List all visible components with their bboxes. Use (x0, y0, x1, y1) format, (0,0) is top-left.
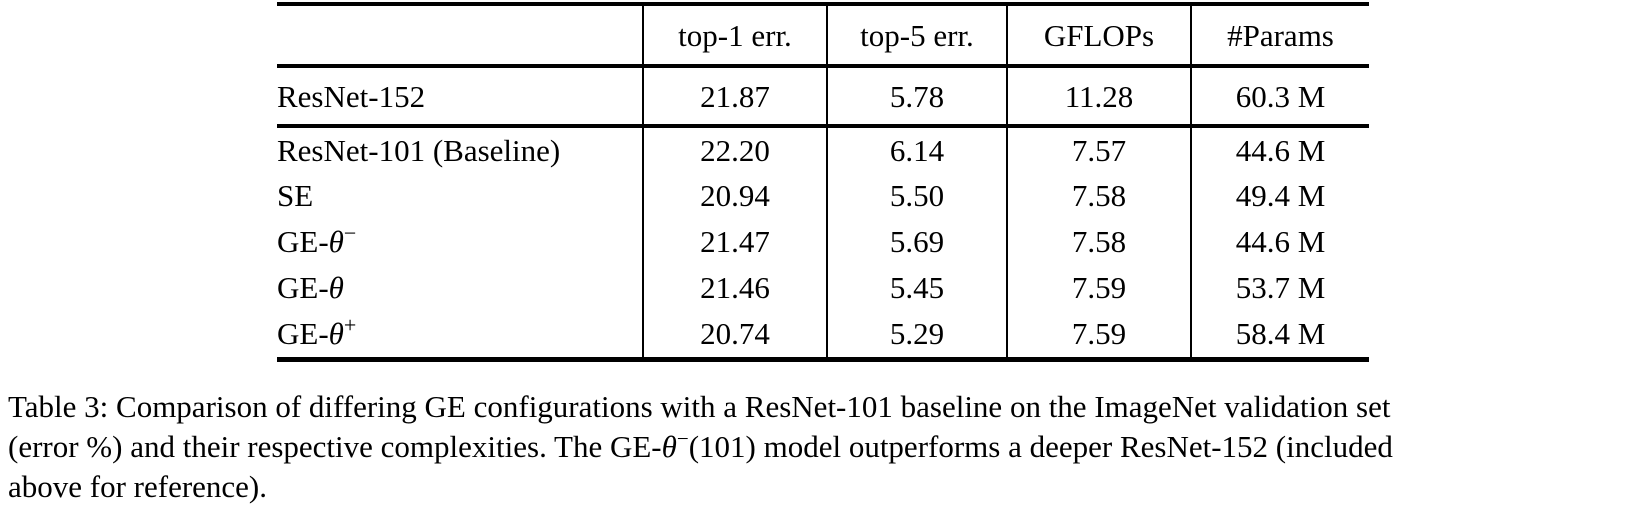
top5-cell: 5.45 (826, 264, 1007, 310)
top1-cell: 20.94 (642, 172, 827, 218)
top1-cell: 21.87 (642, 66, 827, 126)
top5-cell: 5.69 (826, 218, 1007, 264)
table-row: ResNet-101 (Baseline) 22.20 6.14 7.57 44… (277, 126, 1369, 172)
params-cell: 53.7 M (1190, 264, 1369, 310)
model-cell: ResNet-101 (Baseline) (277, 132, 561, 168)
top5-cell: 5.78 (826, 66, 1007, 126)
gflops-cell: 7.58 (1006, 218, 1191, 264)
top1-cell: 21.47 (642, 218, 827, 264)
params-cell: 60.3 M (1190, 66, 1369, 126)
caption-line-1: Table 3: Comparison of differing GE conf… (8, 388, 1391, 424)
top1-cell: 22.20 (642, 126, 827, 172)
header-top1-err: top-1 err. (642, 4, 827, 66)
model-cell: ResNet-152 (277, 78, 426, 114)
gflops-cell: 7.58 (1006, 172, 1191, 218)
params-cell: 58.4 M (1190, 310, 1369, 359)
top5-cell: 5.29 (826, 310, 1007, 359)
model-cell: SE (277, 177, 314, 213)
params-cell: 49.4 M (1190, 172, 1369, 218)
header-model (277, 4, 643, 66)
gflops-cell: 11.28 (1006, 66, 1191, 126)
results-table: top-1 err. top-5 err. GFLOPs #Params Res… (277, 2, 1369, 362)
params-cell: 44.6 M (1190, 218, 1369, 264)
table-row: SE 20.94 5.50 7.58 49.4 M (277, 172, 1369, 218)
header-params: #Params (1190, 4, 1369, 66)
table-header-row: top-1 err. top-5 err. GFLOPs #Params (277, 4, 1369, 66)
table-row: GE-θ+ 20.74 5.29 7.59 58.4 M (277, 310, 1369, 359)
model-cell: GE-θ+ (277, 312, 357, 351)
top1-cell: 20.74 (642, 310, 827, 359)
params-cell: 44.6 M (1190, 126, 1369, 172)
table-caption: Table 3: Comparison of differing GE conf… (0, 387, 1630, 507)
header-gflops: GFLOPs (1006, 4, 1191, 66)
header-top5-err: top-5 err. (826, 4, 1007, 66)
table-row: GE-θ− 21.47 5.69 7.58 44.6 M (277, 218, 1369, 264)
gflops-cell: 7.59 (1006, 310, 1191, 359)
top1-cell: 21.46 (642, 264, 827, 310)
caption-line-2: (error %) and their respective complexit… (8, 426, 1393, 464)
caption-line-3: above for reference). (8, 468, 268, 504)
table-row: ResNet-152 21.87 5.78 11.28 60.3 M (277, 66, 1369, 126)
top5-cell: 6.14 (826, 126, 1007, 172)
gflops-cell: 7.59 (1006, 264, 1191, 310)
top5-cell: 5.50 (826, 172, 1007, 218)
model-cell: GE-θ− (277, 220, 357, 259)
model-cell: GE-θ (277, 269, 344, 305)
table-row: GE-θ 21.46 5.45 7.59 53.7 M (277, 264, 1369, 310)
gflops-cell: 7.57 (1006, 126, 1191, 172)
